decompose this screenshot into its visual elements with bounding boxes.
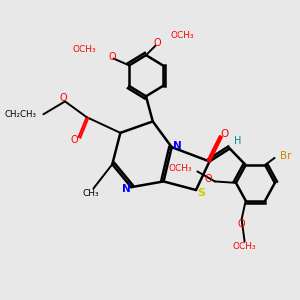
Text: N: N [173,141,182,151]
Text: N: N [122,184,131,194]
Text: O: O [238,219,245,230]
Text: O: O [153,38,160,48]
Text: O: O [59,93,67,103]
Text: O: O [109,52,116,62]
Text: O: O [70,135,78,145]
Text: O: O [204,174,212,184]
Text: OCH₃: OCH₃ [72,46,96,55]
Text: Br: Br [280,152,292,161]
Text: S: S [197,188,205,198]
Text: CH₂CH₃: CH₂CH₃ [4,110,37,119]
Text: OCH₃: OCH₃ [233,242,256,251]
Text: CH₃: CH₃ [82,189,99,198]
Text: O: O [221,129,229,139]
Text: H: H [234,136,241,146]
Text: OCH₃: OCH₃ [170,31,194,40]
Text: OCH₃: OCH₃ [169,164,193,173]
